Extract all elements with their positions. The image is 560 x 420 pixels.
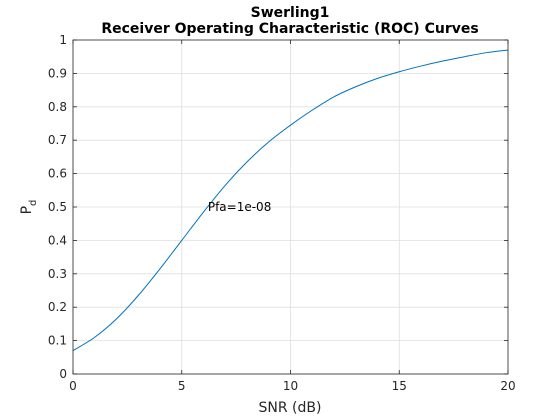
chart-title-line2: Receiver Operating Characteristic (ROC) …	[101, 21, 478, 37]
ticks-layer	[72, 39, 509, 375]
y-tick-label: 0.8	[48, 100, 67, 114]
y-tick-label: 0	[59, 367, 67, 381]
roc-curve-line	[72, 49, 509, 352]
x-tick-label: 0	[69, 379, 77, 393]
tick-labels-layer: 0 5 10 15 20 0 0.1 0.2 0.3 0.4 0.5 0.6 0.7 0.8 0.9 1	[48, 33, 516, 393]
series-layer	[72, 49, 509, 352]
y-tick-label: 0.7	[48, 133, 67, 147]
x-axis-label: SNR (dB)	[259, 400, 322, 416]
y-tick-label: 0.2	[48, 300, 67, 314]
pfa-annotation: Pfa=1e-08	[208, 200, 272, 214]
y-tick-label: 0.5	[48, 200, 67, 214]
y-tick-label: 0.1	[48, 334, 67, 348]
x-tick-label: 5	[178, 379, 186, 393]
y-axis-label: Pd	[19, 200, 39, 215]
x-tick-label: 10	[283, 379, 298, 393]
y-tick-label: 0.6	[48, 167, 67, 181]
y-tick-label: 1	[59, 33, 67, 47]
x-tick-label: 15	[392, 379, 407, 393]
y-axis-label-subscript: d	[28, 200, 39, 206]
annotation-layer: Pfa=1e-08	[208, 200, 272, 214]
y-tick-label: 0.4	[48, 233, 67, 247]
x-tick-label: 20	[500, 379, 515, 393]
chart-title-line1: Swerling1	[251, 5, 330, 21]
y-tick-label: 0.3	[48, 267, 67, 281]
y-axis-label-main: P	[19, 206, 35, 214]
y-tick-label: 0.9	[48, 66, 67, 80]
